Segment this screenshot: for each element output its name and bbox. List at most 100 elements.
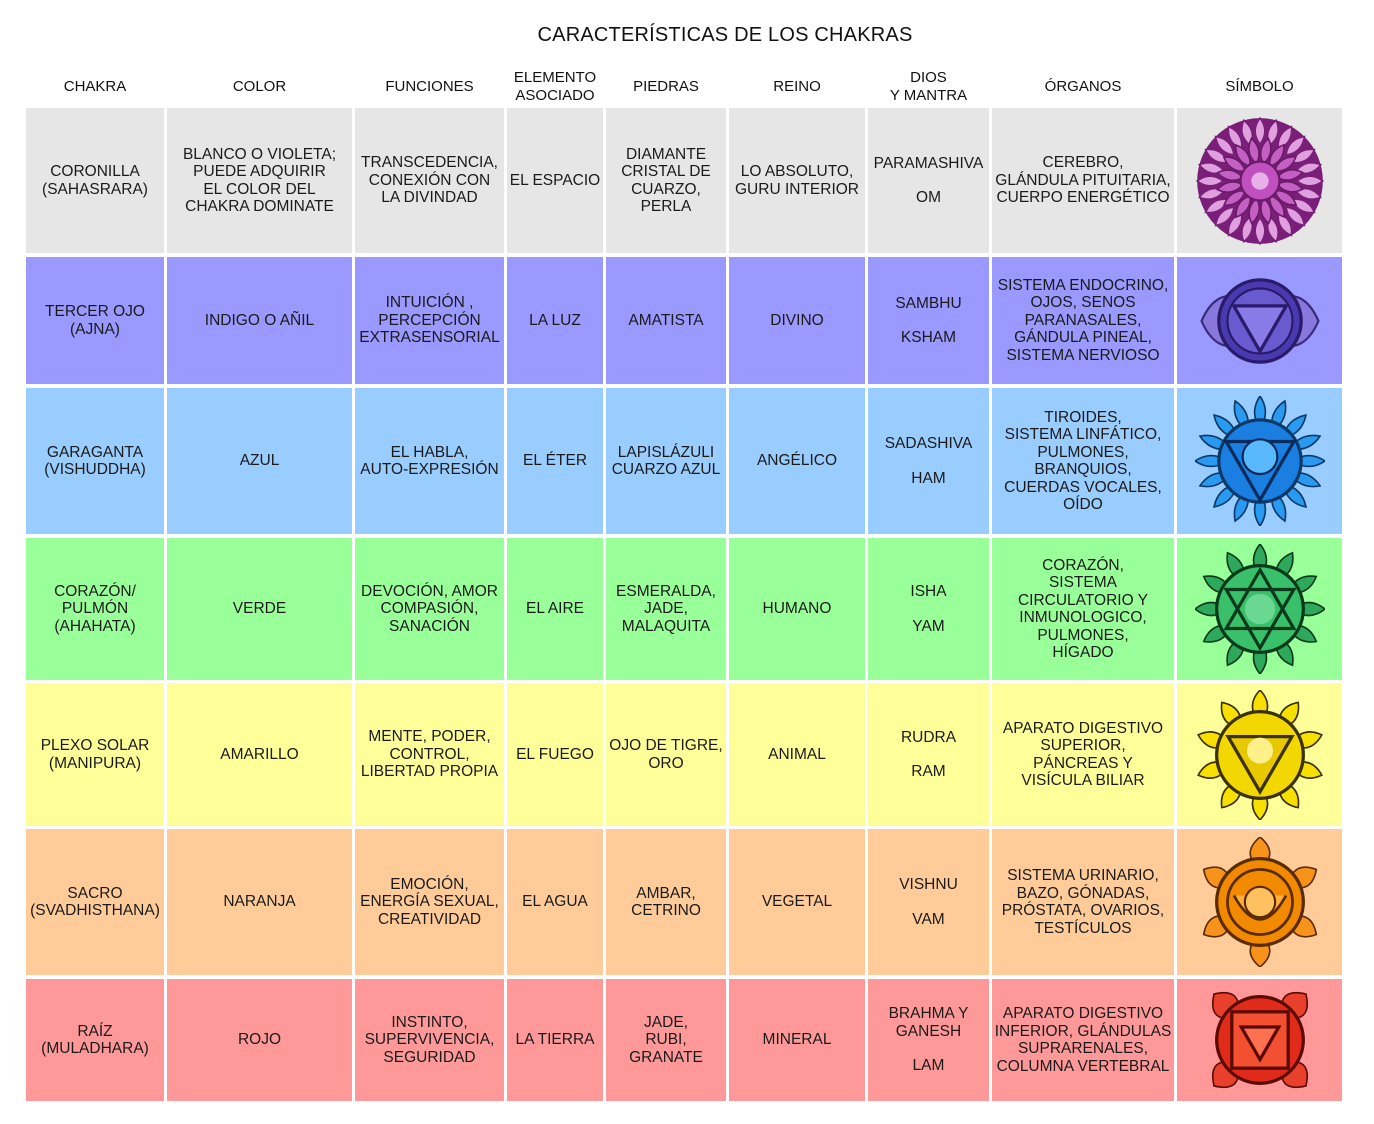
- text-line: AZUL: [239, 452, 280, 470]
- throat-chakra-icon: [1194, 396, 1325, 526]
- text-line: MINERAL: [762, 1031, 832, 1049]
- header-text: COLOR: [232, 78, 287, 95]
- cell-color: AMARILLO: [167, 683, 352, 826]
- text-line: PULMÓN: [61, 600, 129, 618]
- root-chakra-icon: [1195, 979, 1325, 1101]
- text-line: TESTÍCULOS: [1034, 919, 1132, 937]
- cell-funciones: INSTINTO, SUPERVIVENCIA, SEGURIDAD: [355, 979, 504, 1101]
- text-line: SUPERIOR,: [1040, 737, 1126, 754]
- text-line: INFERIOR, GLÁNDULAS: [994, 1022, 1172, 1040]
- text-line: ENERGÍA SEXUAL,: [360, 893, 499, 911]
- cell-piedras: LAPISLÁZULI CUARZO AZUL: [606, 388, 726, 534]
- text-line: EL AGUA: [522, 893, 588, 911]
- text-line: SISTEMA URINARIO,: [1007, 867, 1159, 884]
- cell-reino: ANGÉLICO: [729, 388, 865, 534]
- cell-chakra: TERCER OJO (AJNA): [26, 257, 164, 384]
- text-line: VERDE: [232, 600, 287, 618]
- text-line: SACRO: [67, 884, 123, 902]
- cell-chakra: PLEXO SOLAR (MANIPURA): [26, 683, 164, 826]
- text-line: GURU INTERIOR: [735, 180, 859, 198]
- text-line: INSTINTO,: [391, 1013, 468, 1031]
- cell-reino: MINERAL: [729, 979, 865, 1101]
- text-line: CRISTAL DE: [621, 163, 711, 180]
- cell-organos: SISTEMA ENDOCRINO, OJOS, SENOS PARANASALES…: [992, 257, 1174, 384]
- text-line: ESMERALDA,: [616, 582, 716, 600]
- cell-organos: CEREBRO, GLÁNDULA PITUITARIA, CUERPO ENERG…: [992, 108, 1174, 253]
- cell-simbolo: [1177, 257, 1342, 384]
- text-line: COMPASIÓN,: [380, 600, 479, 618]
- text-line: AMATISTA: [628, 311, 704, 329]
- text-line: BAZO, GÓNADAS,: [1016, 884, 1150, 902]
- god-name: ISHA: [910, 583, 947, 600]
- text-line: PLEXO SOLAR: [40, 737, 150, 754]
- header-text: PIEDRAS: [633, 78, 699, 95]
- text-line: TIROIDES,: [1044, 408, 1122, 426]
- cell-chakra: GARAGANTA (VISHUDDHA): [26, 388, 164, 534]
- cell-reino: HUMANO: [729, 538, 865, 680]
- text-line: APARATO DIGESTIVO: [1002, 719, 1164, 737]
- text-line: LA LUZ: [529, 311, 581, 329]
- text-line: CUARZO AZUL: [611, 461, 721, 478]
- text-line: MENTE, PODER,: [368, 728, 491, 746]
- text-line: INMUNOLOGICO,: [1019, 609, 1147, 626]
- god-name: PARAMASHIVA: [873, 154, 984, 172]
- solar-plexus-chakra-icon: [1195, 689, 1325, 820]
- cell-piedras: JADE, RUBI, GRANATE: [606, 979, 726, 1101]
- text-line: SISTEMA ENDOCRINO,: [997, 276, 1169, 294]
- cell-dios: ISHA YAM: [868, 538, 989, 680]
- cell-elemento: EL AIRE: [507, 538, 603, 680]
- cell-simbolo: [1177, 538, 1342, 680]
- cell-elemento: EL ESPACIO: [507, 108, 603, 253]
- header-elemento: ELEMENTO ASOCIADO: [507, 66, 603, 108]
- text-line: LA DIVINDAD: [381, 189, 478, 207]
- text-line: CEREBRO,: [1042, 154, 1124, 172]
- text-line: PUEDE ADQUIRIR: [193, 163, 326, 180]
- cell-elemento: EL FUEGO: [507, 683, 603, 826]
- text-line: VEGETAL: [761, 893, 833, 911]
- cell-elemento: LA TIERRA: [507, 979, 603, 1101]
- cell-color: BLANCO O VIOLETA; PUEDE ADQUIRIR EL COLOR …: [167, 108, 352, 253]
- text-line: LAPISLÁZULI: [617, 443, 715, 461]
- god-name: RUDRA: [900, 728, 957, 746]
- god-name: BRAHMA Y GANESH: [888, 1005, 969, 1040]
- cell-chakra: CORAZÓN/PULMÓN (AHAHATA): [26, 538, 164, 680]
- text-line: CUERDAS VOCALES,: [1004, 478, 1162, 496]
- text-line: CIRCULATORIO Y: [1017, 591, 1149, 609]
- text-line: SISTEMA NERVIOSO: [1006, 346, 1160, 364]
- header-text: ELEMENTO: [513, 69, 597, 86]
- header-dios: DIOS Y MANTRA: [868, 66, 989, 108]
- text-line: PARANASALES,: [1024, 311, 1142, 329]
- text-line: VISÍCULA BILIAR: [1021, 772, 1145, 789]
- cell-elemento: LA LUZ: [507, 257, 603, 384]
- crown-chakra-icon: [1195, 116, 1325, 246]
- mantra: RAM: [911, 763, 946, 780]
- text-line: PULMONES,: [1037, 443, 1129, 461]
- cell-reino: VEGETAL: [729, 829, 865, 975]
- cell-simbolo: [1177, 829, 1342, 975]
- text-line: (MANIPURA): [48, 754, 142, 772]
- god-name: VISHNU: [899, 876, 958, 893]
- mantra: VAM: [912, 910, 945, 928]
- text-line: SANACIÓN: [389, 617, 470, 635]
- cell-funciones: INTUICIÓN , PERCEPCIÓN EXTRASENSORIAL: [355, 257, 504, 384]
- mantra: LAM: [912, 1057, 945, 1075]
- cell-funciones: TRANSCEDENCIA, CONEXIÓN CON LA DIVINDAD: [355, 108, 504, 253]
- text-line: PERCEPCIÓN: [378, 311, 481, 329]
- text-line: (MULADHARA): [41, 1040, 149, 1057]
- text-line: TERCER OJO: [45, 303, 145, 320]
- text-line: HUMANO: [762, 600, 832, 618]
- text-line: DIAMANTE: [625, 145, 707, 163]
- cell-piedras: AMATISTA: [606, 257, 726, 384]
- text-line: CONTROL,: [389, 745, 470, 763]
- text-line: MALAQUITA: [621, 617, 711, 635]
- text-line: SISTEMA: [1048, 574, 1118, 591]
- header-text: FUNCIONES: [385, 78, 474, 95]
- text-line: (AHAHATA): [54, 617, 136, 635]
- text-line: BLANCO O VIOLETA;: [182, 145, 337, 163]
- text-line: SEGURIDAD: [383, 1048, 476, 1066]
- cell-chakra: RAÍZ (MULADHARA): [26, 979, 164, 1101]
- text-line: AUTO-EXPRESIÓN: [360, 461, 499, 478]
- text-line: SUPRARENALES,: [1017, 1040, 1149, 1057]
- text-line: CORONILLA: [50, 163, 140, 180]
- text-line: NARANJA: [223, 893, 296, 911]
